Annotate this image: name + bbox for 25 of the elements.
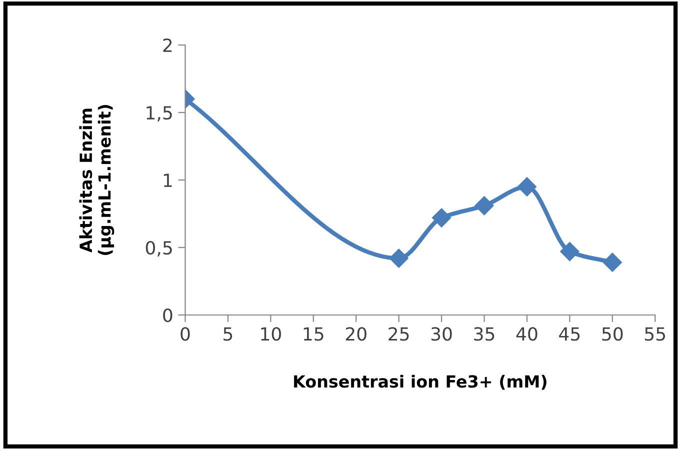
x-tick-label: 30: [431, 327, 452, 341]
y-axis-title: Aktivitas Enzim (µg.mL-1.menit): [79, 105, 114, 255]
y-tick-label: 1: [164, 174, 172, 187]
point: [474, 196, 494, 216]
x-tick-label: 40: [516, 327, 538, 341]
x-tick-label: 10: [261, 327, 281, 341]
x-tick-label: 0: [180, 327, 190, 341]
point: [432, 208, 452, 228]
point: [602, 252, 622, 272]
y-tick-label: 0,5: [146, 240, 172, 256]
x-tick-label: 15: [304, 327, 324, 341]
x-tick-label: 20: [346, 327, 366, 341]
point: [389, 248, 408, 268]
y-tick-label: 1,5: [146, 106, 172, 122]
point: [560, 242, 580, 262]
point: [517, 177, 537, 196]
x-tick-label: 35: [474, 327, 494, 341]
x-tick-label: 50: [602, 327, 623, 341]
y-tick-label: 2: [163, 38, 172, 52]
y-tick-label: 0: [163, 308, 172, 322]
x-tick-label: 5: [224, 327, 232, 341]
x-tick-label: 55: [645, 327, 666, 341]
x-axis-title: Konsentrasi ion Fe3+ (mM): [294, 374, 546, 390]
x-tick-label: 45: [559, 327, 580, 341]
x-tick-label: 25: [388, 327, 409, 341]
